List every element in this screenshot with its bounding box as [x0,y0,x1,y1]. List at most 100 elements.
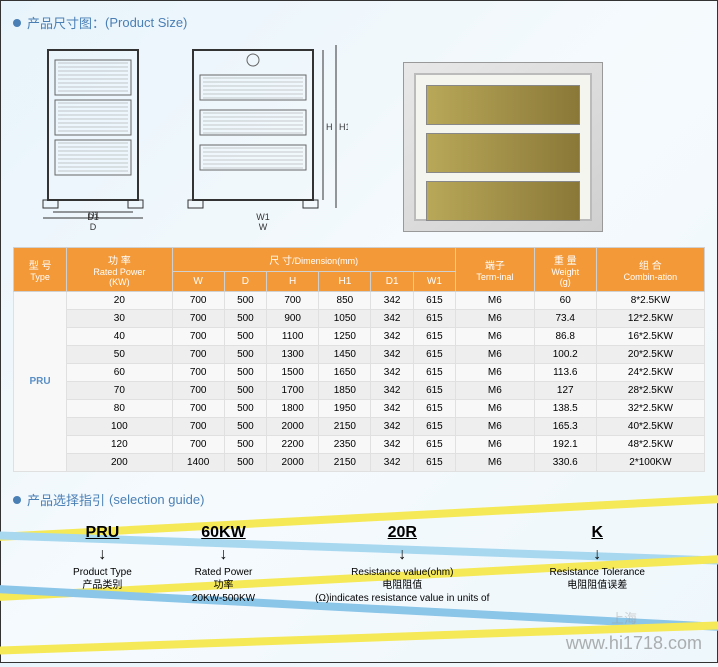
table-cell: 342 [371,364,413,382]
table-cell: 70 [67,382,172,400]
guide-item: PRU ↓ Product Type产品类别 [73,524,132,605]
table-cell: 16*2.5KW [596,328,704,346]
table-cell: 8*2.5KW [596,292,704,310]
th-dim-col: H1 [319,272,371,292]
th-term: 端子Term-inal [456,248,535,292]
table-cell: 700 [172,418,224,436]
table-cell: 500 [224,364,266,382]
svg-text:H1: H1 [339,122,348,132]
table-cell: 1250 [319,328,371,346]
table-row: 12070050022002350342615M6192.148*2.5KW [14,436,705,454]
table-cell: 615 [413,418,455,436]
svg-text:H: H [326,122,333,132]
table-cell: 2350 [319,436,371,454]
guide-code: K [550,524,645,542]
guide-item: 60KW ↓ Rated Power功率20KW-500KW [192,524,255,605]
selection-guide: 产品选择指引 (selection guide) PRU ↓ Product T… [13,490,705,605]
guide-item: 20R ↓ Resistance value(ohm)电阻阻值(Ω)indica… [315,524,489,605]
table-cell: 342 [371,400,413,418]
size-title-cn: 产品尺寸图： [27,13,105,32]
table-cell: 60 [534,292,596,310]
type-cell: PRU [14,292,67,472]
guide-title-en: (selection guide) [109,492,204,507]
table-cell: 1850 [319,382,371,400]
table-cell: 500 [224,328,266,346]
guide-label: Resistance value(ohm)电阻阻值(Ω)indicates re… [315,566,489,605]
table-cell: 80 [67,400,172,418]
table-cell: M6 [456,292,535,310]
table-cell: M6 [456,418,535,436]
table-row: 7070050017001850342615M612728*2.5KW [14,382,705,400]
table-cell: 615 [413,346,455,364]
table-cell: 40 [67,328,172,346]
th-dim: 尺 寸/Dimension(mm) [172,248,456,272]
th-comb: 组 合Combin-ation [596,248,704,292]
guide-label: Rated Power功率20KW-500KW [192,566,255,605]
arrow-down-icon: ↓ [550,546,645,564]
table-cell: 500 [224,418,266,436]
watermark-url: www.hi1718.com [566,633,702,654]
table-cell: 2*100KW [596,454,704,472]
table-cell: 127 [534,382,596,400]
table-cell: 615 [413,382,455,400]
table-cell: 500 [224,292,266,310]
table-cell: 500 [224,400,266,418]
spec-table: 型 号Type 功 率Rated Power(KW) 尺 寸/Dimension… [13,247,705,472]
table-row: PRU20700500700850342615M6608*2.5KW [14,292,705,310]
bullet-icon [13,496,21,504]
table-cell: 86.8 [534,328,596,346]
th-dim-col: D [224,272,266,292]
table-cell: 1500 [267,364,319,382]
th-weight: 重 量Weight(g) [534,248,596,292]
table-cell: 500 [224,346,266,364]
arrow-down-icon: ↓ [315,546,489,564]
size-section-title: 产品尺寸图： (Product Size) [13,13,705,32]
table-cell: 30 [67,310,172,328]
arrow-down-icon: ↓ [192,546,255,564]
front-view-diagram: D1 D1 D [33,40,153,232]
table-cell: 615 [413,292,455,310]
dim-d: D [90,222,97,232]
th-dim-col: H [267,272,319,292]
th-type: 型 号Type [14,248,67,292]
table-cell: 850 [319,292,371,310]
table-cell: 342 [371,436,413,454]
dim-w1: W1 [256,212,270,222]
table-row: 5070050013001450342615M6100.220*2.5KW [14,346,705,364]
table-cell: 900 [267,310,319,328]
table-cell: 700 [172,346,224,364]
guide-item: K ↓ Resistance Tolerance电阻阻值误差 [550,524,645,605]
table-cell: 615 [413,328,455,346]
th-power: 功 率Rated Power(KW) [67,248,172,292]
guide-label: Product Type产品类别 [73,566,132,592]
guide-code: PRU [73,524,132,542]
table-cell: 700 [172,364,224,382]
table-cell: 700 [267,292,319,310]
guide-code: 60KW [192,524,255,542]
table-cell: 615 [413,454,455,472]
table-cell: M6 [456,364,535,382]
table-cell: 700 [172,310,224,328]
table-cell: 500 [224,454,266,472]
table-row: 200140050020002150342615M6330.62*100KW [14,454,705,472]
table-cell: 2000 [267,454,319,472]
table-cell: 20 [67,292,172,310]
table-cell: 700 [172,436,224,454]
table-cell: 12*2.5KW [596,310,704,328]
dim-d1: D1 [87,212,99,222]
side-view-diagram: H H1 W1 W [178,40,348,232]
table-cell: M6 [456,346,535,364]
table-row: 307005009001050342615M673.412*2.5KW [14,310,705,328]
table-cell: 342 [371,292,413,310]
table-cell: 113.6 [534,364,596,382]
table-cell: M6 [456,310,535,328]
table-cell: 342 [371,418,413,436]
table-row: 8070050018001950342615M6138.532*2.5KW [14,400,705,418]
arrow-down-icon: ↓ [73,546,132,564]
table-cell: 100 [67,418,172,436]
table-cell: 615 [413,364,455,382]
table-cell: 1300 [267,346,319,364]
table-row: 6070050015001650342615M6113.624*2.5KW [14,364,705,382]
th-dim-col: W1 [413,272,455,292]
table-cell: 40*2.5KW [596,418,704,436]
